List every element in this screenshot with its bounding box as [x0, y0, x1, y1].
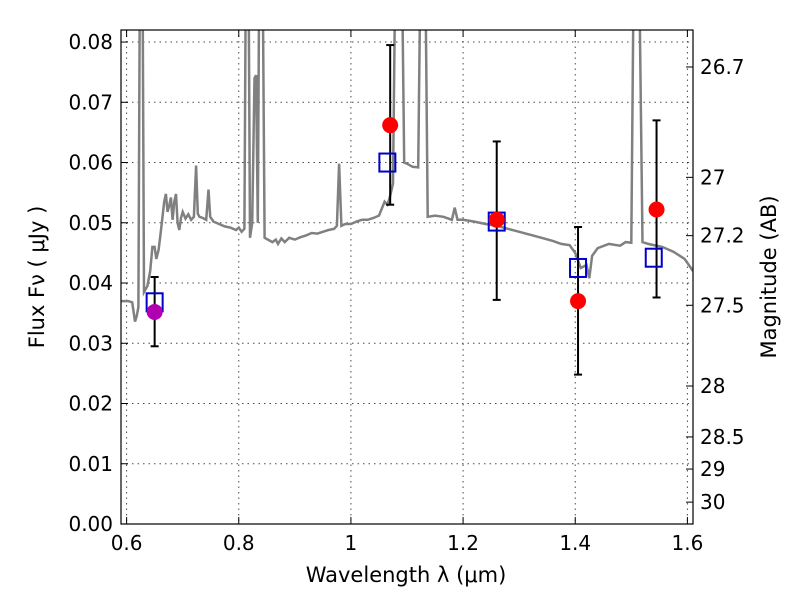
- y-tick-label: 0.02: [68, 392, 113, 416]
- observed-flux-point: [648, 201, 665, 218]
- model-flux-square: [569, 257, 588, 278]
- x-tick-label: 1.4: [559, 531, 591, 555]
- observed-flux-point: [146, 303, 163, 320]
- right-tick-label: 27.2: [700, 224, 745, 248]
- y-tick-label: 0.08: [68, 30, 113, 54]
- observed-flux-point: [382, 117, 399, 134]
- observed-flux-point: [570, 293, 587, 310]
- plot-frame: [120, 29, 694, 525]
- y-tick-label: 0.05: [68, 211, 113, 235]
- right-tick-label: 28: [700, 374, 725, 398]
- right-tick-label: 28.5: [700, 425, 745, 449]
- right-axis-label: Magnitude (AB): [757, 195, 781, 358]
- observed-flux-point: [488, 211, 505, 228]
- x-tick-label: 1.2: [447, 531, 479, 555]
- y-tick-label: 0.03: [68, 331, 113, 355]
- y-axis-ticks: 0.00 0.01 0.02 0.03 0.04 0.05 0.06 0.07 0.08: [68, 30, 128, 536]
- right-tick-label: 27.5: [700, 293, 745, 317]
- y-axis-label: Flux Fν ( μJy ): [25, 206, 49, 349]
- model-flux-square: [644, 247, 663, 268]
- y-tick-label: 0.07: [68, 90, 113, 114]
- template-spectrum-line: [121, 30, 693, 322]
- y-tick-label: 0.01: [68, 452, 113, 476]
- right-tick-label: 27: [700, 165, 725, 189]
- model-flux-square: [378, 152, 397, 173]
- y-tick-label: 0.04: [68, 271, 113, 295]
- x-axis-ticks: 0.6 0.8 1 1.2 1.4 1.6: [111, 30, 703, 555]
- plot-background: [121, 30, 693, 524]
- y-tick-label: 0.00: [68, 512, 113, 536]
- right-tick-label: 29: [700, 457, 725, 481]
- right-tick-label: 30: [700, 490, 725, 514]
- x-tick-label: 0.8: [223, 531, 255, 555]
- right-tick-label: 26.7: [700, 55, 745, 79]
- x-tick-label: 1: [345, 531, 358, 555]
- x-axis-label: Wavelength λ (μm): [306, 563, 507, 587]
- right-axis-ticks: 26.7 27 27.2 27.5 28 28.5 29 30: [686, 55, 745, 514]
- data-markers: [145, 44, 665, 376]
- x-tick-label: 1.6: [671, 531, 703, 555]
- x-tick-label: 0.6: [111, 531, 143, 555]
- y-tick-label: 0.06: [68, 151, 113, 175]
